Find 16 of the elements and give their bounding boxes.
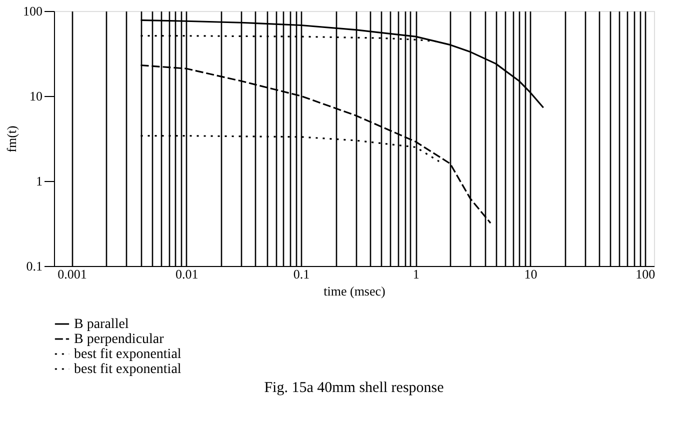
y-tick-label: 100: [23, 4, 42, 18]
x-axis-title: time (msec): [324, 284, 386, 298]
x-tick-label: 100: [636, 266, 656, 282]
x-tick-label: 1: [412, 266, 420, 282]
legend-label: best fit exponential: [74, 347, 182, 362]
y-axis-title: fm(t): [4, 126, 19, 152]
legend-label: best fit exponential: [74, 362, 182, 377]
x-tick-label: 10: [524, 266, 538, 282]
y-tick-label: 1: [36, 174, 42, 188]
y-tick-label: 10: [30, 88, 42, 104]
x-tick-label: 0.01: [176, 266, 198, 282]
text: Fig. 15a 40mm shell response: [264, 380, 444, 396]
legend-label: B parallel: [74, 317, 129, 332]
x-tick-label: 0.001: [58, 266, 87, 282]
legend-label: B perpendicular: [74, 332, 164, 347]
x-tick-label: 0.1: [293, 266, 310, 282]
